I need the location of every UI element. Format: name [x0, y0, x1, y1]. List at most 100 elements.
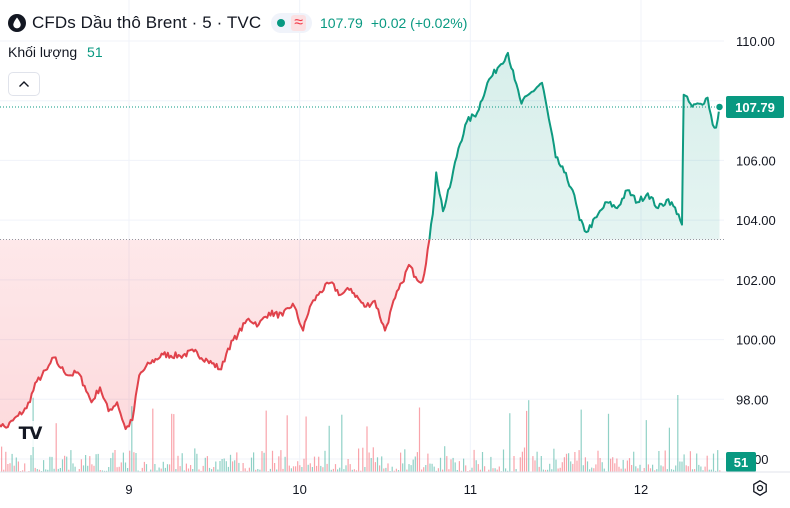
volume-bar	[397, 470, 400, 472]
volume-bar	[221, 459, 223, 472]
volume-bar	[74, 466, 76, 472]
volume-bar	[691, 469, 694, 472]
volume-bar	[685, 465, 687, 472]
collapse-legend-button[interactable]	[8, 72, 40, 96]
volume-bar	[347, 459, 349, 472]
volume-bar	[64, 455, 66, 472]
volume-bar	[255, 469, 257, 472]
volume-bar	[435, 470, 437, 472]
tradingview-logo[interactable]: 𝗧𝗩	[12, 421, 48, 447]
volume-bar	[177, 455, 179, 472]
volume-bar	[215, 461, 217, 472]
volume-bar	[171, 413, 173, 472]
volume-bar	[355, 470, 358, 472]
volume-bar	[91, 464, 93, 472]
volume-bar	[95, 454, 97, 472]
volume-bar	[227, 466, 229, 472]
volume-bar	[704, 466, 706, 472]
volume-bar	[196, 453, 198, 472]
volume-bar	[673, 469, 675, 472]
volume-bar	[444, 446, 446, 472]
volume-bar	[1, 446, 3, 472]
volume-bar	[425, 465, 427, 472]
volume-bar	[232, 461, 234, 472]
volume-bar	[565, 453, 568, 472]
volume-bar	[538, 466, 540, 472]
chart-settings-button[interactable]	[749, 479, 771, 501]
volume-bar	[719, 470, 721, 472]
volume-bar	[647, 464, 649, 472]
volume-bar	[89, 456, 91, 472]
volume-bar	[391, 466, 393, 472]
volume-bar	[242, 463, 244, 472]
volume-bar	[702, 470, 704, 472]
volume-bar	[51, 456, 53, 472]
volume-bar	[192, 469, 194, 472]
volume-bar	[463, 458, 465, 472]
volume-bar	[418, 407, 421, 472]
volume-bar	[618, 466, 620, 472]
volume-bar	[589, 469, 591, 472]
volume-bar	[568, 453, 570, 472]
volume-bar	[492, 468, 494, 472]
volume-bar	[513, 456, 515, 472]
volume-bar	[599, 458, 601, 472]
volume-bar	[563, 457, 565, 472]
volume-bar	[13, 465, 15, 472]
volume-bar	[295, 466, 297, 472]
volume-bar	[715, 470, 717, 472]
volume-bar	[30, 455, 32, 472]
volume-bar	[710, 469, 712, 472]
volume-bar	[229, 454, 232, 472]
volume-bar	[87, 465, 89, 472]
volume-bar	[656, 469, 658, 472]
last-price-marker	[714, 102, 725, 112]
volume-bar	[34, 467, 36, 472]
volume-bar	[124, 462, 127, 472]
volume-bar	[519, 457, 521, 472]
volume-bar	[206, 456, 208, 472]
volume-bar	[57, 468, 59, 472]
volume-bar	[244, 468, 246, 472]
volume-bar	[368, 452, 370, 472]
volume-bar	[643, 468, 645, 472]
volume-bar	[586, 461, 589, 472]
volume-bar	[658, 451, 660, 472]
volume-bar	[362, 447, 364, 472]
volume-bar	[544, 469, 547, 472]
volume-bar	[402, 463, 404, 472]
volume-bar	[236, 452, 238, 472]
volume-bar	[666, 469, 668, 472]
symbol-title[interactable]: CFDs Dầu thô Brent · 5 · TVC	[32, 13, 262, 32]
volume-bar	[540, 456, 542, 472]
volume-bar	[532, 456, 534, 472]
volume-bar	[484, 466, 486, 472]
volume-bar	[257, 469, 259, 472]
x-axis: 9 10 11 12	[125, 482, 648, 497]
volume-bar	[152, 408, 154, 472]
volume-bar	[698, 464, 700, 472]
volume-bar	[297, 461, 299, 472]
volume-badge-label: 51	[734, 455, 748, 470]
volume-bar	[406, 469, 408, 472]
volume-bar	[122, 452, 124, 472]
volume-bar	[442, 469, 444, 472]
volume-bar	[143, 461, 145, 472]
volume-bar	[637, 468, 639, 472]
volume-bar	[93, 465, 95, 472]
volume-bar	[278, 456, 280, 472]
volume-bar	[17, 461, 19, 472]
volume-bar	[549, 463, 551, 472]
volume-bar	[208, 467, 211, 472]
volume-bar	[446, 456, 448, 472]
volume-bar	[271, 450, 274, 472]
volume-bar	[628, 458, 631, 472]
volume-bar	[597, 450, 599, 472]
price-change: +0.02 (+0.02%)	[370, 15, 468, 31]
volume-bar	[156, 470, 158, 472]
y-tick-label-98.00: 98.00	[736, 392, 769, 407]
volume-bar	[437, 468, 439, 472]
market-status-pill[interactable]: ≈	[271, 13, 313, 33]
